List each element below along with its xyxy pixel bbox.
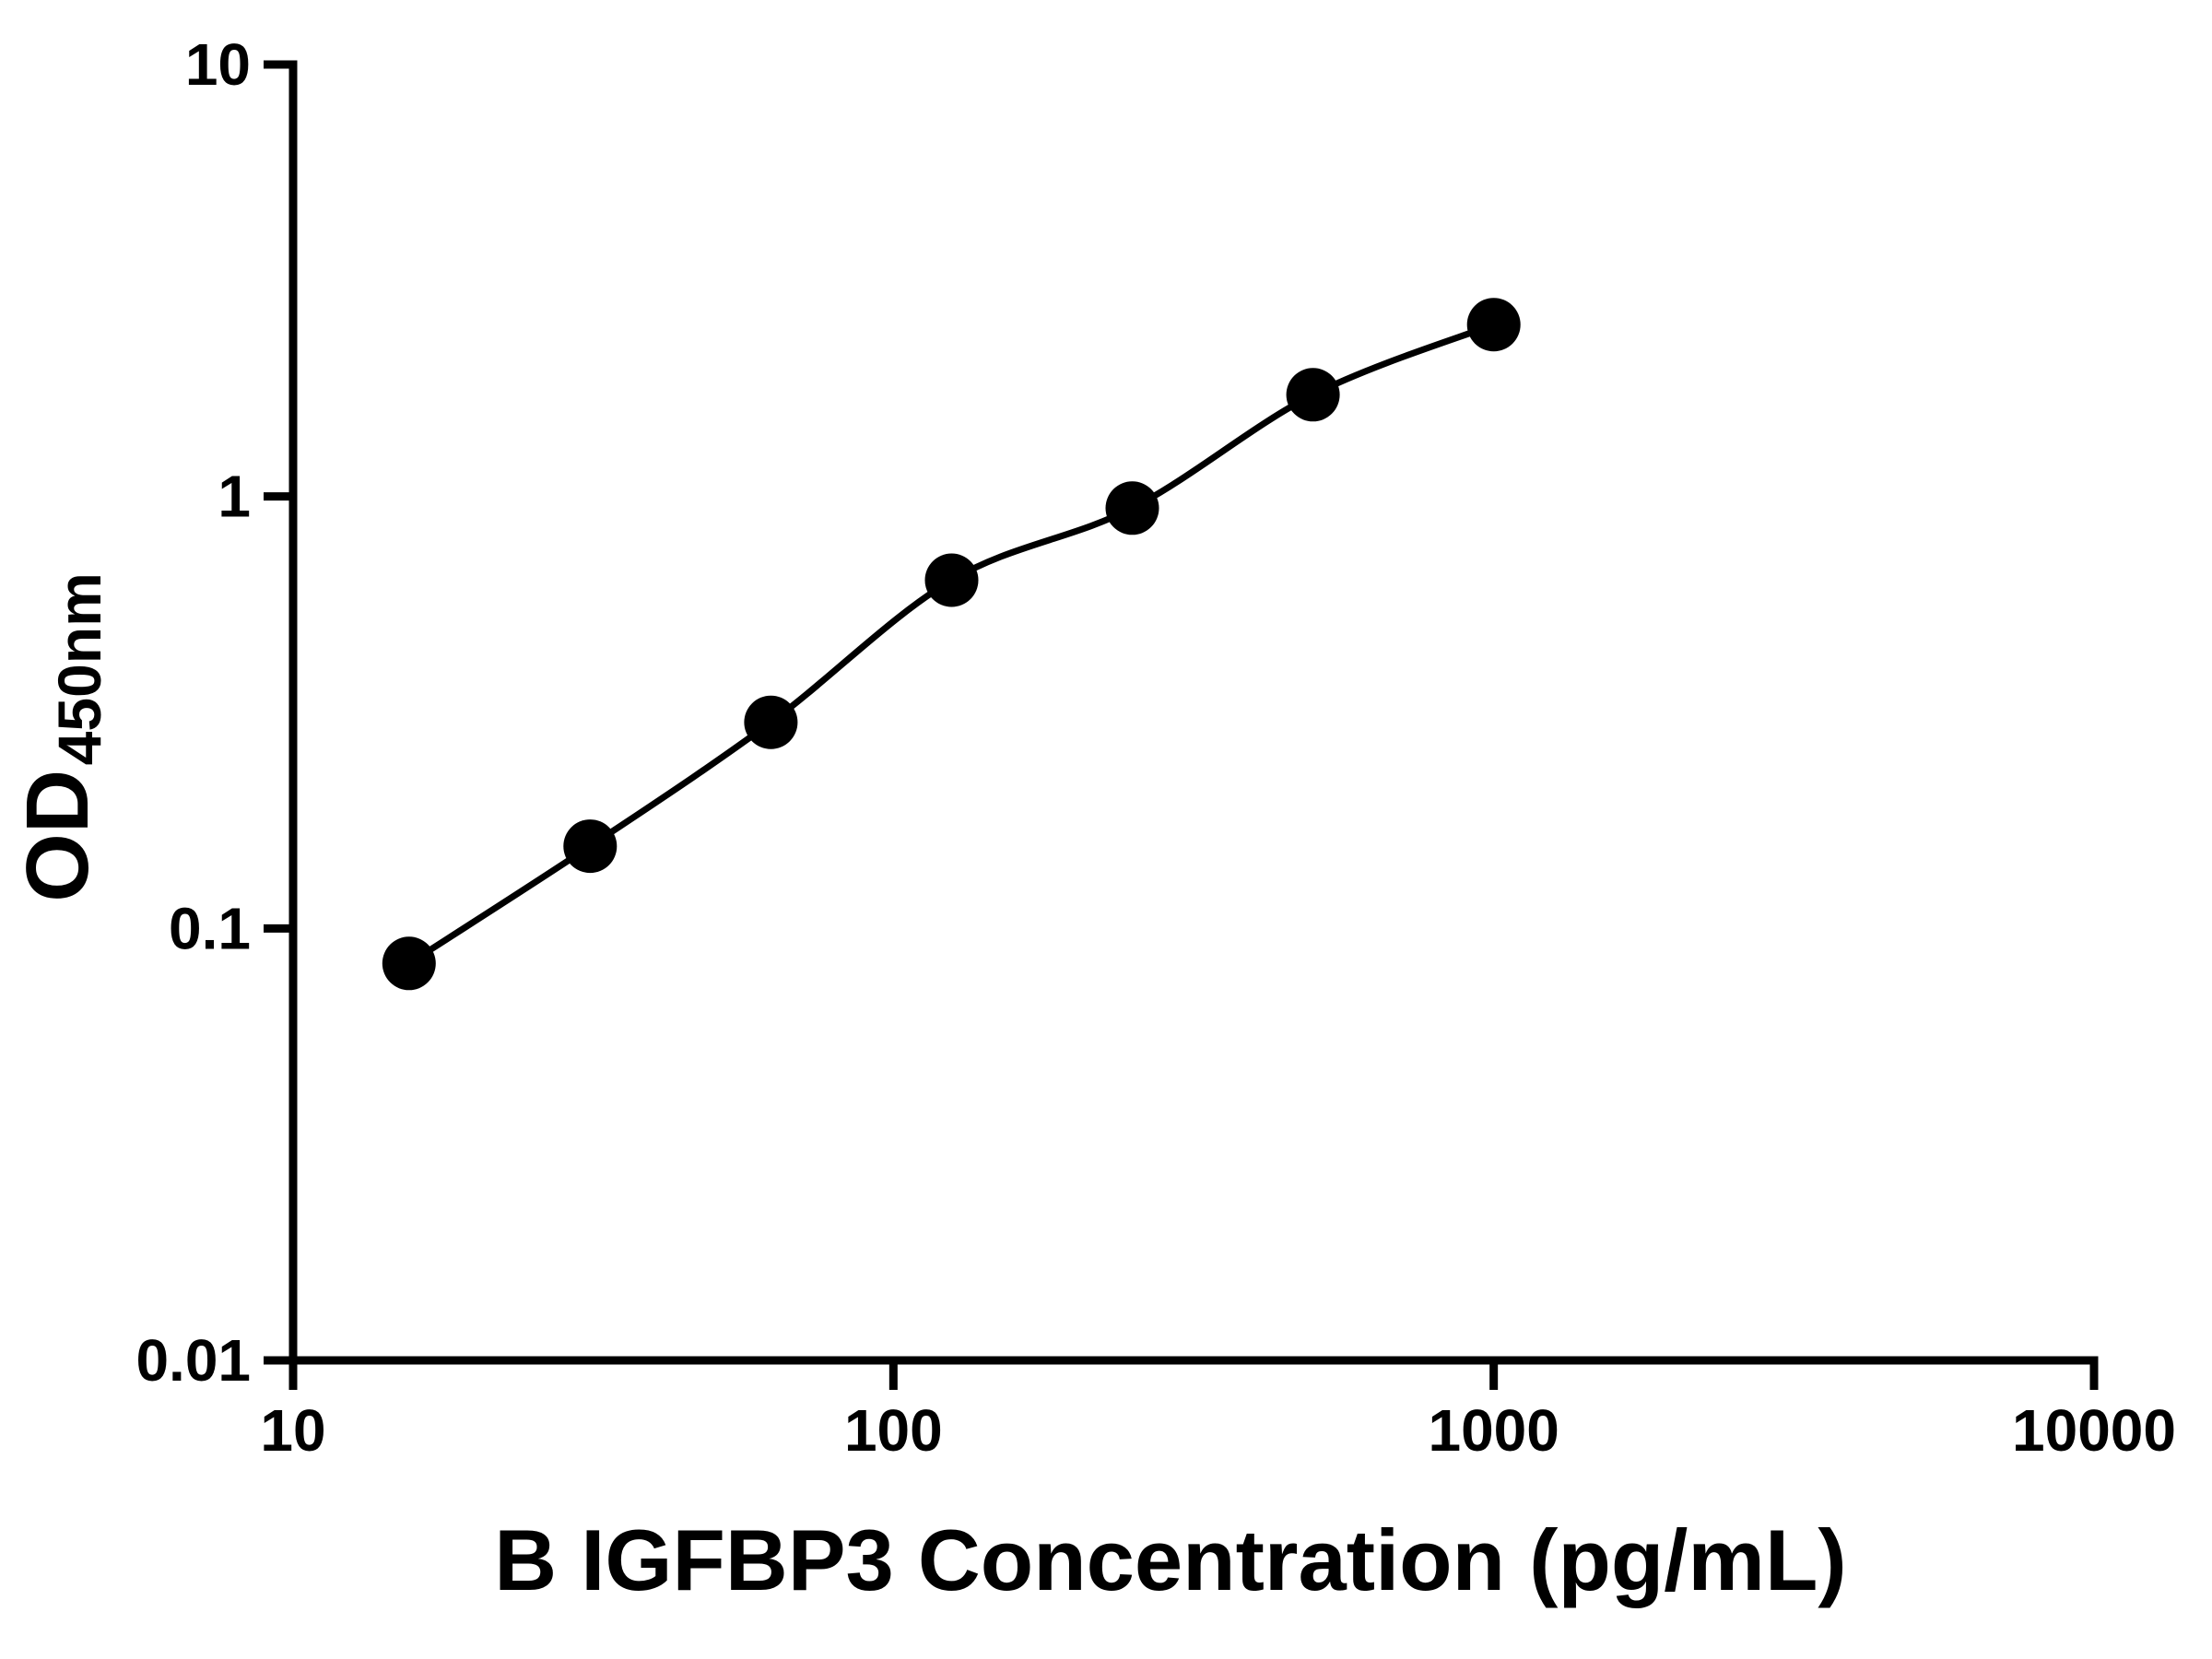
data-point	[744, 695, 798, 749]
data-point	[382, 936, 436, 991]
data-point	[1105, 481, 1159, 535]
data-point	[1466, 298, 1521, 352]
x-tick-label: 10	[260, 1397, 325, 1464]
y-axis-title-main: OD	[8, 770, 107, 902]
x-tick-label: 10000	[2012, 1397, 2176, 1464]
plot-area: 10 100 1000 10000 0.01 0.1 1 10	[135, 31, 2176, 1464]
axis-spines	[288, 60, 2099, 1365]
y-tick-label: 0.01	[135, 1327, 251, 1394]
fit-curve	[406, 321, 1495, 967]
y-axis-title-subscript: 450nm	[45, 572, 113, 765]
data-point	[563, 819, 618, 874]
data-point	[1286, 368, 1340, 422]
x-tick-label: 1000	[1428, 1397, 1559, 1464]
y-tick-label: 10	[185, 31, 251, 98]
x-axis-title: B IGFBP3 Concentration (pg/mL)	[494, 1512, 1846, 1608]
y-axis-title: OD 450nm	[8, 572, 113, 902]
y-tick-label: 0.1	[169, 895, 251, 961]
x-tick-label: 100	[844, 1397, 943, 1464]
y-tick-label: 1	[218, 464, 251, 530]
data-point	[924, 553, 979, 607]
